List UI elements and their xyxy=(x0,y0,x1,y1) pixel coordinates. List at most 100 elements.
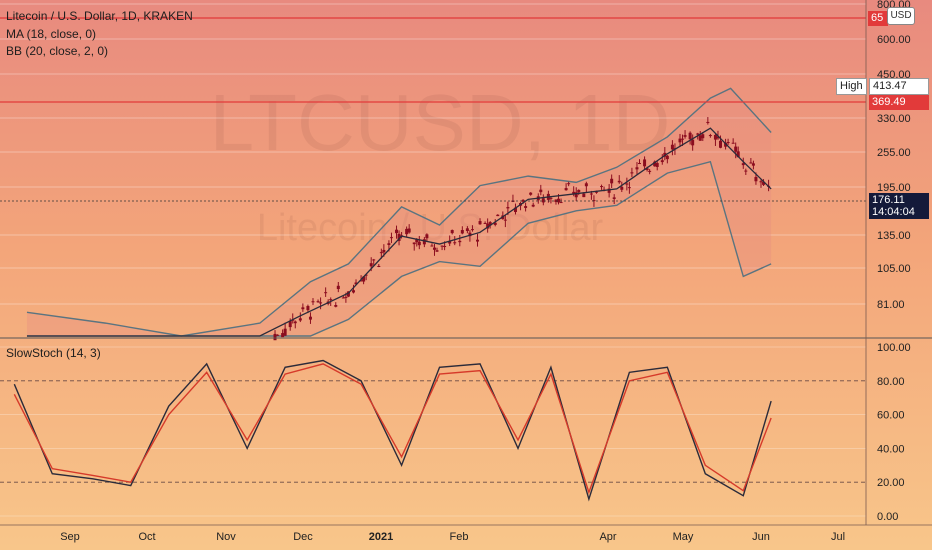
candle-body xyxy=(521,199,525,202)
osc-tick-label: 20.00 xyxy=(877,477,905,489)
candle-body xyxy=(301,307,305,310)
candle-body xyxy=(425,234,429,239)
candle-body xyxy=(306,306,310,311)
currency-badge[interactable]: USD xyxy=(887,7,915,25)
candle-body xyxy=(554,199,558,203)
candle-body xyxy=(726,142,730,144)
candle-body xyxy=(584,183,588,187)
last-price-tag: 176.11 14:04:04 xyxy=(869,193,929,219)
candle-body xyxy=(478,221,482,225)
symbol-legend[interactable]: Litecoin / U.S. Dollar, 1D, KRAKEN xyxy=(6,9,193,23)
candle-body xyxy=(435,250,439,252)
candle-body xyxy=(346,291,350,297)
candle-body xyxy=(706,121,710,123)
candle-body xyxy=(531,204,535,207)
stochastic-oscillator xyxy=(13,359,772,502)
candle-body xyxy=(493,222,497,225)
candle-body xyxy=(741,163,745,166)
high-label: High xyxy=(836,78,867,95)
osc-tick-label: 80.00 xyxy=(877,376,905,388)
candle-body xyxy=(719,140,723,148)
bb-legend[interactable]: BB (20, close, 2, 0) xyxy=(6,44,109,58)
candle-body xyxy=(448,241,452,244)
candle-body xyxy=(617,180,621,183)
candle-body xyxy=(336,285,340,290)
candle-body xyxy=(372,259,376,261)
candle-body xyxy=(311,301,315,303)
candle-body xyxy=(698,135,702,141)
candle-body xyxy=(513,207,517,213)
candle-body xyxy=(450,230,454,234)
stoch-k-line xyxy=(13,359,772,502)
candle-body xyxy=(412,242,416,245)
candle-body xyxy=(620,186,624,190)
last-price-value: 176.11 xyxy=(872,194,905,206)
time-tick-label: Jun xyxy=(752,531,770,543)
candle-body xyxy=(341,297,345,299)
candle-body xyxy=(319,302,323,304)
candle-body xyxy=(503,219,507,221)
price-tick-label: 255.00 xyxy=(877,147,911,159)
price-tick-label: 105.00 xyxy=(877,263,911,275)
candle-body xyxy=(281,333,285,338)
candle-body xyxy=(324,292,328,294)
candle-body xyxy=(572,191,576,194)
candle-body xyxy=(524,206,528,208)
osc-tick-label: 100.00 xyxy=(877,342,911,354)
candle-body xyxy=(600,186,604,188)
ma-legend[interactable]: MA (18, close, 0) xyxy=(6,27,97,41)
candle-body xyxy=(643,159,647,167)
candle-body xyxy=(468,232,472,237)
candle-body xyxy=(724,142,728,147)
candle-body xyxy=(283,328,287,336)
candle-body xyxy=(465,228,469,232)
candle-body xyxy=(458,240,462,243)
candle-body xyxy=(567,183,571,185)
candle-body xyxy=(344,296,348,298)
candle-body xyxy=(440,245,444,247)
candle-body xyxy=(557,198,561,203)
candle-body xyxy=(417,241,421,246)
candle-body xyxy=(744,170,748,172)
price-tick-label: 195.00 xyxy=(877,182,911,194)
time-axis[interactable]: Sep Oct Nov Dec 2021 Feb Apr May Jun Jul xyxy=(60,531,845,543)
candle-body xyxy=(635,167,639,170)
candle-body xyxy=(476,239,480,242)
candle-body xyxy=(638,163,642,165)
candle-body xyxy=(762,181,766,185)
candle-body xyxy=(387,243,391,245)
candle-body xyxy=(734,146,738,152)
price-tick-label: 135.00 xyxy=(877,230,911,242)
candle-body xyxy=(329,299,333,301)
candle-body xyxy=(708,135,712,137)
time-tick-label: Dec xyxy=(293,531,313,543)
candle-body xyxy=(460,230,464,234)
candle-body xyxy=(364,274,368,276)
candle-body xyxy=(701,134,705,139)
oscillator-axis[interactable]: 100.00 80.00 60.00 40.00 20.00 0.00 xyxy=(877,342,911,523)
ma-line xyxy=(26,127,772,337)
price-axis[interactable]: 800.00600.00450.00330.00255.00195.00135.… xyxy=(877,0,911,311)
candle-body xyxy=(688,132,692,140)
candle-body xyxy=(736,151,740,158)
candle-body xyxy=(610,178,614,184)
time-tick-label: Feb xyxy=(450,531,469,543)
time-tick-label: 2021 xyxy=(369,531,393,543)
candle-body xyxy=(382,249,386,253)
candle-body xyxy=(316,301,320,303)
price-tick-label: 800.00 xyxy=(877,0,911,11)
candle-body xyxy=(496,214,500,217)
candle-body xyxy=(607,188,611,193)
osc-tick-label: 40.00 xyxy=(877,443,905,455)
candle-body xyxy=(470,229,474,231)
candle-body xyxy=(648,170,652,172)
candle-body xyxy=(405,228,409,235)
candle-body xyxy=(759,181,763,183)
candle-body xyxy=(359,280,363,282)
candle-body xyxy=(630,172,634,174)
candle-body xyxy=(486,223,490,229)
stoch-legend[interactable]: SlowStoch (14, 3) xyxy=(6,346,101,360)
candle-body xyxy=(589,193,593,195)
